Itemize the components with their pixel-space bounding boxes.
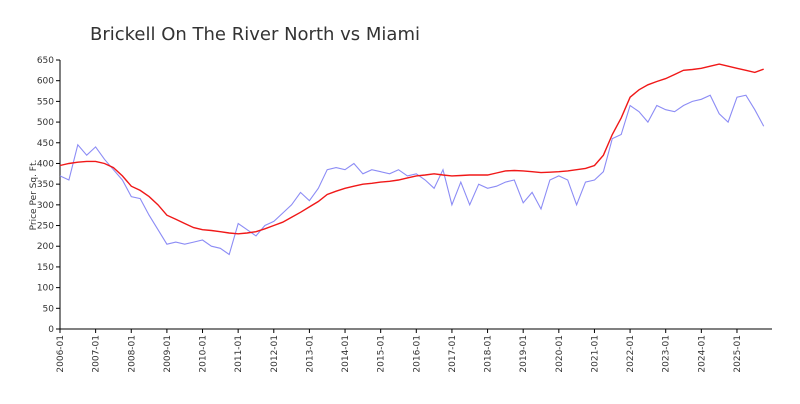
y-tick-label: 100 [37, 284, 54, 294]
x-tick-label: 2022-01 [626, 335, 636, 373]
x-tick-label: 2011-01 [234, 335, 244, 373]
x-tick-label: 2012-01 [270, 335, 280, 373]
y-tick-label: 400 [37, 159, 54, 169]
series-line [59, 63, 764, 235]
x-tick-label: 2015-01 [377, 335, 387, 373]
y-tick-label: 350 [37, 180, 54, 190]
y-tick-label: 300 [37, 201, 54, 211]
y-tick-label: 250 [37, 222, 54, 232]
x-tick-label: 2020-01 [555, 335, 565, 373]
x-tick-label: 2014-01 [341, 335, 351, 373]
x-tick-label: 2023-01 [662, 335, 672, 373]
y-tick-label: 550 [37, 97, 54, 107]
y-tick-label: 200 [37, 242, 54, 252]
x-tick-label: 2018-01 [484, 335, 494, 373]
y-tick-label: 50 [43, 304, 55, 314]
x-tick-label: 2007-01 [92, 335, 102, 373]
y-tick-label: 0 [48, 325, 54, 335]
y-tick-label: 150 [37, 263, 54, 273]
x-tick-label: 2019-01 [519, 335, 529, 373]
x-tick-label: 2013-01 [305, 335, 315, 373]
x-tick-label: 2010-01 [199, 335, 209, 373]
series-line [59, 94, 765, 256]
y-tick-label: 600 [37, 77, 54, 87]
x-tick-label: 2024-01 [697, 335, 707, 373]
y-axis-label: Price Per Sq. Ft. [29, 160, 39, 231]
x-tick-label: 2017-01 [448, 335, 458, 373]
x-tick-label: 2025-01 [733, 335, 743, 373]
chart-title: Brickell On The River North vs Miami [90, 24, 420, 45]
x-tick-label: 2009-01 [163, 335, 173, 373]
y-tick-label: 500 [37, 118, 54, 128]
x-tick-label: 2021-01 [590, 335, 600, 373]
x-tick-label: 2008-01 [127, 335, 137, 373]
y-tick-label: 450 [37, 139, 54, 149]
x-tick-label: 2006-01 [56, 335, 66, 373]
x-tick-label: 2016-01 [412, 335, 422, 373]
y-tick-label: 650 [37, 56, 54, 66]
